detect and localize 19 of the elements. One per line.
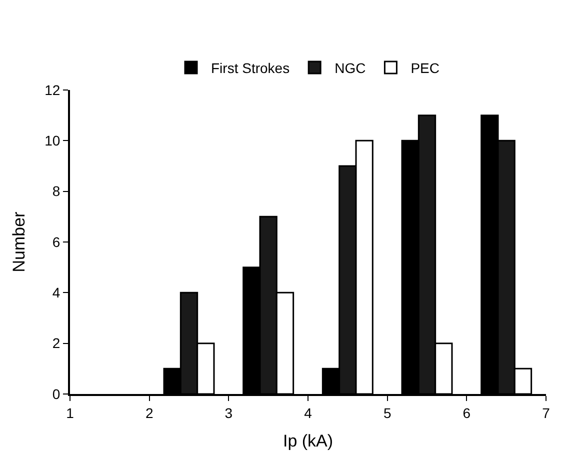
y-axis-title: Number xyxy=(10,211,29,272)
x-tick-label: 2 xyxy=(145,404,154,421)
y-tick-label: 2 xyxy=(52,335,60,352)
x-tick-label: 7 xyxy=(542,404,550,421)
x-tick-label: 1 xyxy=(66,404,74,421)
y-tick-label: 8 xyxy=(52,183,60,200)
legend-label: NGC xyxy=(334,60,366,76)
y-tick-label: 10 xyxy=(44,132,60,149)
x-tick-label: 3 xyxy=(224,404,233,421)
x-axis-title: Ip (kA) xyxy=(282,432,334,451)
x-tick-label: 6 xyxy=(462,404,471,421)
y-tick-label: 6 xyxy=(52,234,60,250)
x-tick-label: 4 xyxy=(304,404,312,421)
y-tick-label: 0 xyxy=(52,386,60,402)
y-tick-label: 12 xyxy=(44,82,60,98)
y-tick-label: 4 xyxy=(52,284,60,301)
legend-label: PEC xyxy=(410,60,440,76)
legend-label: First Strokes xyxy=(211,60,290,76)
x-tick-label: 5 xyxy=(383,404,392,421)
